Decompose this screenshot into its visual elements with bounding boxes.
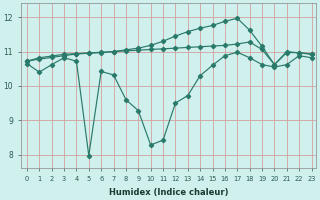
X-axis label: Humidex (Indice chaleur): Humidex (Indice chaleur) [109,188,228,197]
